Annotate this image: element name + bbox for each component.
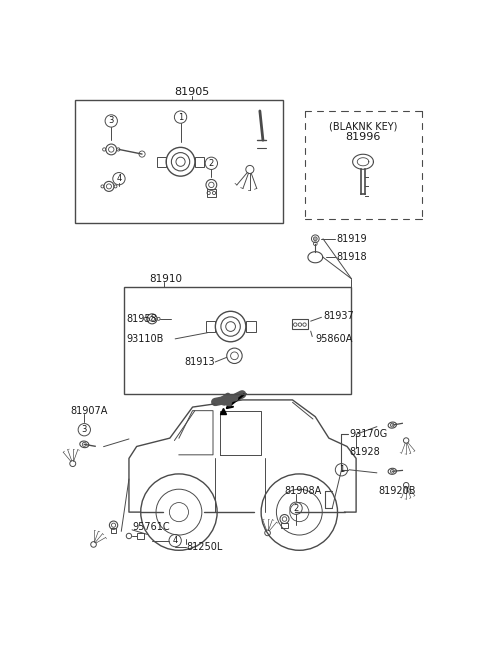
- Text: 81928: 81928: [349, 447, 380, 457]
- Text: 81910: 81910: [150, 274, 183, 284]
- Bar: [281, 523, 288, 527]
- Text: 81913: 81913: [184, 357, 215, 367]
- Text: 1: 1: [339, 465, 344, 474]
- Text: 93110B: 93110B: [126, 334, 163, 344]
- Text: 95860A: 95860A: [315, 334, 353, 344]
- Text: 3: 3: [108, 117, 114, 126]
- Text: 4: 4: [116, 174, 121, 183]
- Bar: [292, 319, 308, 329]
- Text: 81919: 81919: [336, 234, 367, 244]
- Text: 81937: 81937: [323, 310, 354, 321]
- Bar: [75, 100, 283, 223]
- Bar: [246, 321, 255, 332]
- Text: 2: 2: [293, 504, 299, 513]
- Bar: [207, 189, 216, 196]
- Text: 1: 1: [178, 113, 183, 122]
- Text: 81920B: 81920B: [378, 485, 416, 496]
- Bar: [205, 321, 216, 332]
- Bar: [124, 286, 351, 394]
- Text: 81958: 81958: [126, 314, 156, 324]
- Text: 3: 3: [82, 425, 87, 434]
- Bar: [195, 157, 204, 167]
- Text: 81907A: 81907A: [71, 406, 108, 416]
- Bar: [157, 157, 166, 167]
- Bar: [111, 529, 116, 533]
- Text: 81250L: 81250L: [186, 542, 222, 552]
- Bar: [137, 533, 144, 538]
- Text: (BLAKNK KEY): (BLAKNK KEY): [329, 121, 397, 132]
- Circle shape: [313, 237, 317, 240]
- Text: 81905: 81905: [174, 88, 210, 98]
- Text: 81996: 81996: [345, 132, 381, 142]
- Text: 81908A: 81908A: [285, 485, 322, 496]
- Text: 81918: 81918: [336, 252, 367, 262]
- Text: 93170G: 93170G: [349, 429, 387, 440]
- Text: 95761C: 95761C: [132, 522, 169, 532]
- Text: 2: 2: [209, 159, 214, 168]
- Text: 4: 4: [172, 536, 178, 545]
